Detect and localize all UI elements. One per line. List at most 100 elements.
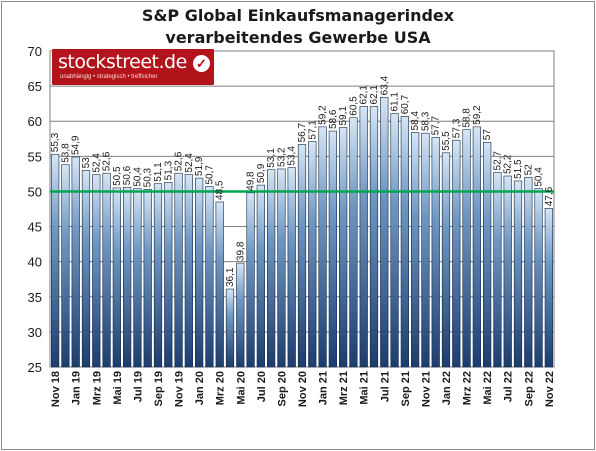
bar <box>174 172 183 368</box>
data-label: 52,6 <box>102 151 113 171</box>
data-label: 60,7 <box>400 94 411 114</box>
y-tick-label: 60 <box>28 114 42 129</box>
x-tick-label: Jan 21 <box>318 371 330 405</box>
data-label: 53,2 <box>276 147 287 167</box>
bar <box>236 262 245 368</box>
bar <box>205 186 214 368</box>
logo-tagline: unabhängig • strategisch • treffsicher <box>60 74 158 80</box>
bar <box>102 172 111 368</box>
data-label: 52 <box>523 164 534 176</box>
x-tick-label: Sep 22 <box>523 371 535 406</box>
data-label: 53,1 <box>266 148 277 168</box>
bar <box>143 189 152 368</box>
data-label: 52,2 <box>503 154 514 174</box>
data-label: 51,1 <box>153 162 164 182</box>
stockstreet-logo: stockstreet.de unabhängig • strategisch … <box>52 49 214 85</box>
bar <box>400 116 409 368</box>
bar <box>411 132 420 368</box>
x-tick-label: Jan 20 <box>194 371 206 405</box>
data-label: 57,1 <box>307 120 318 140</box>
data-label: 59,2 <box>472 105 483 125</box>
data-label: 52,7 <box>492 151 503 171</box>
data-label: 50,7 <box>204 165 215 185</box>
data-label: 60,5 <box>348 96 359 116</box>
x-tick-label: Jan 19 <box>71 371 83 405</box>
data-label: 58,3 <box>420 111 431 131</box>
bar <box>544 208 553 368</box>
bar <box>277 168 286 368</box>
bar <box>503 175 512 368</box>
data-label: 57 <box>482 129 493 141</box>
data-label: 51,9 <box>194 156 205 176</box>
data-label: 54,9 <box>71 135 82 155</box>
data-label: 62,1 <box>359 85 370 105</box>
data-label: 53,4 <box>287 146 298 166</box>
bar <box>297 144 307 368</box>
x-tick-label: Mai 19 <box>112 371 124 405</box>
bar <box>71 156 80 368</box>
x-tick-label: Jul 20 <box>256 371 268 402</box>
bar <box>51 153 60 368</box>
x-tick-label: Mrz 22 <box>462 371 474 405</box>
logo-name: stockstreet.de <box>58 51 187 73</box>
bar <box>61 164 70 368</box>
bar <box>92 174 101 368</box>
x-tick-label: Nov 22 <box>544 371 556 407</box>
x-tick-label: Jul 19 <box>132 371 144 402</box>
bar <box>318 126 327 368</box>
data-label: 58,8 <box>462 108 473 128</box>
x-tick-label: Jul 22 <box>503 371 515 402</box>
data-label: 53 <box>81 157 92 169</box>
bar <box>339 127 348 368</box>
bar <box>524 177 533 368</box>
x-tick-label: Mai 20 <box>235 371 247 405</box>
bar <box>431 137 440 368</box>
y-tick-label: 65 <box>28 79 42 94</box>
data-label: 59,1 <box>338 106 349 126</box>
y-tick-label: 35 <box>28 290 42 305</box>
bar <box>534 188 543 368</box>
bar <box>328 130 337 368</box>
x-tick-label: Sep 21 <box>400 371 412 406</box>
bar <box>308 141 317 368</box>
data-label: 36,1 <box>225 267 236 287</box>
data-label: 50,4 <box>132 167 143 187</box>
data-label: 59,2 <box>318 105 329 125</box>
data-label: 55,5 <box>441 131 452 151</box>
bar <box>493 172 502 368</box>
data-label: 62,1 <box>369 85 380 105</box>
data-label: 48,5 <box>215 180 226 200</box>
data-label: 52,4 <box>184 153 195 173</box>
bar <box>153 183 163 368</box>
data-label: 47,6 <box>544 186 555 206</box>
data-label: 63,4 <box>379 75 390 95</box>
data-label: 57,7 <box>431 115 442 135</box>
data-label: 50,3 <box>143 167 154 187</box>
x-tick-label: Sep 19 <box>153 371 165 406</box>
bar <box>195 177 204 368</box>
bar <box>133 188 142 368</box>
bar <box>81 170 91 368</box>
data-label: 52,4 <box>91 153 102 173</box>
x-tick-label: Mrz 20 <box>215 371 227 405</box>
data-label: 50,6 <box>122 165 133 185</box>
y-tick-label: 70 <box>28 44 42 59</box>
bar <box>369 106 379 368</box>
x-tick-label: Nov 21 <box>420 371 432 407</box>
x-tick-label: Jan 22 <box>441 371 453 405</box>
bar <box>256 184 265 368</box>
data-label: 57,3 <box>451 118 462 138</box>
x-tick-label: Sep 20 <box>276 371 288 406</box>
y-tick-label: 45 <box>28 220 42 235</box>
bar <box>164 182 173 368</box>
x-tick-label: Mrz 19 <box>91 371 103 405</box>
data-label: 49,8 <box>246 171 257 191</box>
data-label: 51,3 <box>163 160 174 180</box>
data-label: 58,6 <box>328 109 339 129</box>
y-tick-label: 55 <box>28 149 42 164</box>
data-label: 51,5 <box>513 159 524 179</box>
x-tick-label: Jul 21 <box>379 371 391 402</box>
y-tick-label: 50 <box>28 184 42 199</box>
check-icon: ✓ <box>193 55 210 72</box>
chart-title-line2: verarbeitendes Gewerbe USA <box>165 28 431 47</box>
